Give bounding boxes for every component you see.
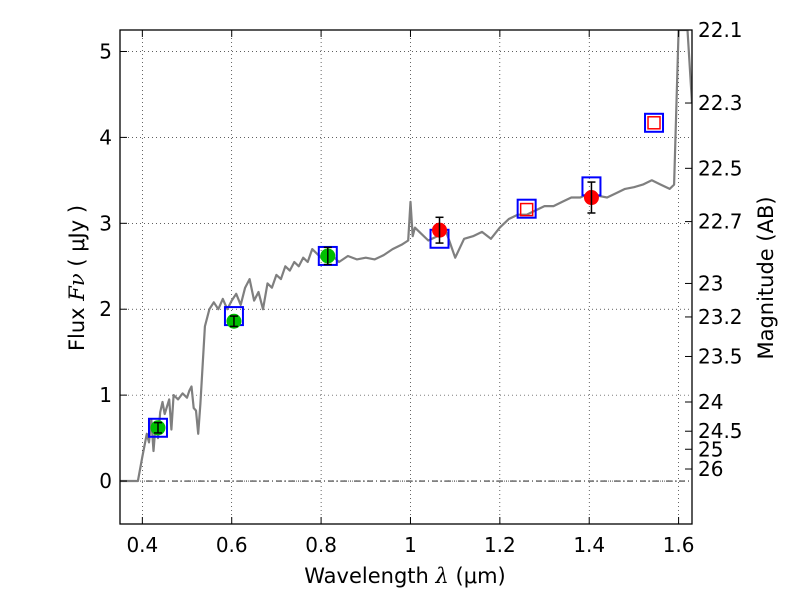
mag-tick-label: 24.5 xyxy=(698,419,743,443)
model-square xyxy=(147,417,168,438)
y-tick-label: 1 xyxy=(99,383,112,407)
x-tick-label: 0.6 xyxy=(216,533,248,557)
sed-line xyxy=(120,30,692,483)
right-axis-label: Magnitude (AB) xyxy=(754,196,778,359)
mag-tick-label: 25 xyxy=(698,437,723,461)
ticks: 0.4 0.6 0.8 1 1.2 1.4 1.601234522.122.322.522.… xyxy=(99,18,742,557)
mag-tick-label: 22.3 xyxy=(698,91,743,115)
y-tick-label: 3 xyxy=(99,211,112,235)
x-tick-label: 1 xyxy=(404,533,417,557)
y-tick-label: 2 xyxy=(99,297,112,321)
y-tick-label: 4 xyxy=(99,125,112,149)
mag-tick-label: 23 xyxy=(698,271,723,295)
mag-tick-label: 24 xyxy=(698,390,723,414)
plot-frame xyxy=(119,29,693,525)
x-tick-label: 1.6 xyxy=(663,533,695,557)
mag-tick-label: 22.1 xyxy=(698,18,743,42)
model-sed-layer xyxy=(120,30,692,483)
grid xyxy=(120,30,692,524)
mag-tick-label: 23.5 xyxy=(698,344,743,368)
y-tick-label: 0 xyxy=(99,469,112,493)
model-square xyxy=(516,198,537,219)
model-square xyxy=(644,112,665,133)
x-tick-label: 1.4 xyxy=(573,533,605,557)
mag-tick-label: 22.5 xyxy=(698,156,743,180)
x-tick-label: 0.4 xyxy=(126,533,158,557)
x-axis-label: Wavelength λ (μm) xyxy=(304,564,505,588)
x-tick-label: 0.8 xyxy=(305,533,337,557)
upper-limit-square xyxy=(647,116,661,130)
y-axis-label: Flux Fν ( μJy ) xyxy=(65,205,89,351)
mag-tick-label: 23.2 xyxy=(698,305,743,329)
y-tick-label: 5 xyxy=(99,39,112,63)
upper-limit-square xyxy=(519,202,534,217)
mag-tick-label: 26 xyxy=(698,457,723,481)
photometry-layer xyxy=(147,112,665,438)
mag-tick-label: 22.7 xyxy=(698,210,743,234)
x-tick-label: 1.2 xyxy=(484,533,516,557)
